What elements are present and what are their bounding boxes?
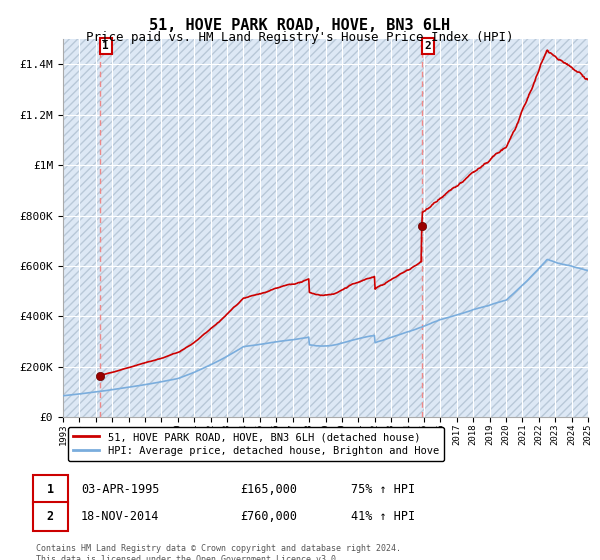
Text: 18-NOV-2014: 18-NOV-2014 xyxy=(81,510,160,523)
Text: 41% ↑ HPI: 41% ↑ HPI xyxy=(351,510,415,523)
Text: Contains HM Land Registry data © Crown copyright and database right 2024.
This d: Contains HM Land Registry data © Crown c… xyxy=(36,544,401,560)
Text: £760,000: £760,000 xyxy=(240,510,297,523)
Text: 1: 1 xyxy=(103,41,109,51)
FancyBboxPatch shape xyxy=(33,502,68,531)
FancyBboxPatch shape xyxy=(33,475,68,504)
Text: 2: 2 xyxy=(47,510,54,523)
Text: 51, HOVE PARK ROAD, HOVE, BN3 6LH: 51, HOVE PARK ROAD, HOVE, BN3 6LH xyxy=(149,18,451,33)
Text: Price paid vs. HM Land Registry's House Price Index (HPI): Price paid vs. HM Land Registry's House … xyxy=(86,31,514,44)
Legend: 51, HOVE PARK ROAD, HOVE, BN3 6LH (detached house), HPI: Average price, detached: 51, HOVE PARK ROAD, HOVE, BN3 6LH (detac… xyxy=(68,427,444,461)
Text: 1: 1 xyxy=(47,483,54,496)
Text: 03-APR-1995: 03-APR-1995 xyxy=(81,483,160,496)
Text: 75% ↑ HPI: 75% ↑ HPI xyxy=(351,483,415,496)
Text: 2: 2 xyxy=(424,41,431,51)
Text: £165,000: £165,000 xyxy=(240,483,297,496)
